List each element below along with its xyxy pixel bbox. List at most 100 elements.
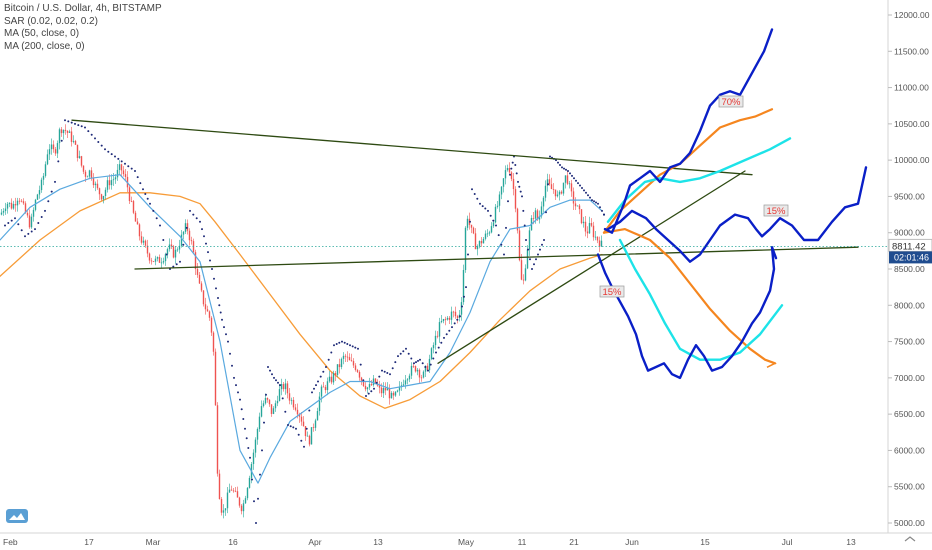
- sar-dot: [217, 297, 219, 299]
- sar-dot: [577, 182, 579, 185]
- candle: [454, 306, 457, 319]
- candle-body: [452, 311, 455, 313]
- sar-dot: [136, 176, 139, 179]
- sar-dot: [427, 369, 429, 372]
- sar-dot: [518, 185, 521, 188]
- candle-body: [450, 311, 453, 320]
- candle-body: [414, 366, 417, 372]
- candle-body: [478, 240, 481, 247]
- candle: [168, 238, 171, 252]
- sar-dot: [349, 344, 351, 347]
- candle: [562, 182, 565, 196]
- sar-dot: [211, 268, 213, 270]
- sar-dot: [373, 387, 375, 390]
- tradingview-logo-icon[interactable]: [6, 509, 28, 523]
- candle: [582, 216, 585, 228]
- ma-50-path: [0, 174, 603, 484]
- candle: [214, 348, 217, 406]
- candle-body: [142, 240, 145, 243]
- candle-body: [430, 348, 433, 359]
- sar-dot: [354, 346, 357, 349]
- candle: [542, 196, 545, 213]
- price-axis[interactable]: 5000.00 5500.00 6000.00 6500.00 7000.00 7500.…: [887, 0, 930, 533]
- candle-body: [568, 183, 571, 185]
- sar-dot: [509, 173, 511, 176]
- sar-dot: [467, 253, 469, 256]
- candle: [350, 353, 353, 362]
- sar-dot: [159, 224, 161, 227]
- candle: [130, 196, 133, 203]
- candle: [572, 187, 575, 210]
- candle: [36, 193, 39, 201]
- sar-dot: [192, 213, 195, 216]
- candle-body: [336, 364, 339, 375]
- candle-body: [342, 355, 345, 359]
- candle: [316, 407, 319, 421]
- sar-dot: [465, 286, 467, 289]
- sar-dot: [351, 345, 354, 348]
- candle-body: [332, 373, 335, 383]
- sar-dot: [20, 229, 23, 232]
- scroll-to-end-icon[interactable]: [904, 536, 916, 542]
- candle-body: [424, 365, 427, 372]
- candle-body: [226, 492, 229, 509]
- candle: [286, 380, 289, 399]
- candle: [366, 386, 369, 394]
- candle-body: [224, 508, 227, 511]
- candle-body: [214, 351, 217, 406]
- time-axis[interactable]: Feb 17 Mar 16 Apr 13 May 11 21 Jun 15 Jul 13: [0, 532, 932, 547]
- candle-body: [86, 176, 89, 178]
- candle-body: [156, 257, 159, 259]
- candle-body: [344, 355, 347, 357]
- sar-dot: [359, 363, 362, 366]
- sar-dot: [399, 352, 402, 355]
- trendline-drawings[interactable]: [71, 119, 859, 364]
- candle: [378, 380, 381, 394]
- candle-body: [136, 221, 139, 225]
- sar-dot: [547, 183, 549, 186]
- candle: [110, 174, 113, 190]
- ma50-legend[interactable]: MA (50, close, 0): [4, 28, 80, 39]
- sar-dot: [597, 202, 599, 205]
- candle: [166, 247, 169, 259]
- candle: [386, 382, 389, 391]
- candle: [414, 365, 417, 373]
- candle: [252, 449, 255, 470]
- candle: [16, 197, 19, 212]
- candle: [556, 190, 559, 198]
- candle: [212, 331, 215, 356]
- projection-drawings[interactable]: [596, 28, 868, 380]
- candle-body: [422, 371, 425, 378]
- candle: [352, 358, 355, 368]
- sar-dot: [229, 352, 231, 355]
- candle: [512, 172, 515, 196]
- sar-dot: [338, 341, 341, 344]
- candle: [510, 171, 513, 182]
- candle-body: [36, 194, 39, 200]
- candle-body: [78, 156, 81, 158]
- candle-body: [502, 178, 505, 187]
- sar-dot: [300, 439, 303, 442]
- sar-dot: [284, 410, 287, 413]
- symbol-title[interactable]: Bitcoin / U.S. Dollar, 4h, BITSTAMP: [4, 3, 162, 14]
- candle-body: [514, 189, 517, 209]
- candle-body: [356, 369, 359, 373]
- price-tick-label: 7500.00: [894, 337, 925, 347]
- sar-legend[interactable]: SAR (0.02, 0.02, 0.2): [4, 15, 98, 27]
- sar-dot: [389, 373, 391, 376]
- candle: [412, 363, 415, 369]
- ma200-legend[interactable]: MA (200, close, 0): [4, 40, 85, 52]
- candle: [578, 203, 581, 215]
- candle-body: [406, 379, 409, 381]
- sar-dot: [67, 120, 70, 123]
- candle: [436, 331, 439, 339]
- candle-body: [390, 392, 393, 399]
- candle: [324, 384, 327, 394]
- candle: [432, 342, 435, 354]
- candle: [472, 226, 475, 235]
- candle-body: [362, 380, 365, 386]
- candle-body: [268, 399, 271, 405]
- candle: [42, 173, 45, 186]
- sar-dot: [545, 211, 547, 214]
